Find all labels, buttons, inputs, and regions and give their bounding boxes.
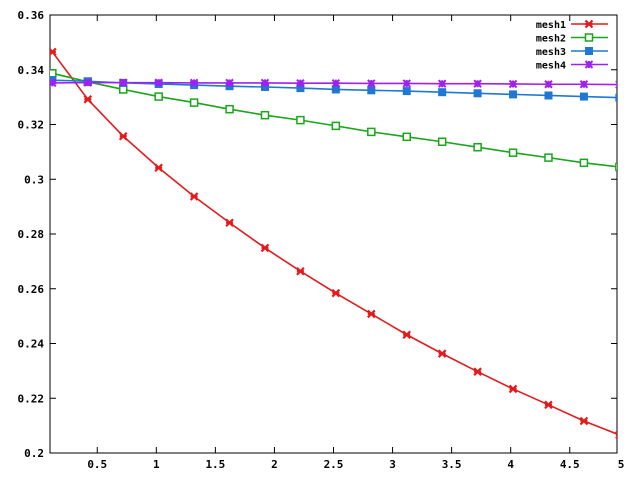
data-point — [331, 288, 341, 298]
y-tick-label: 0.34 — [18, 64, 45, 77]
data-point — [473, 367, 482, 376]
y-tick-label: 0.28 — [18, 228, 45, 241]
data-point — [509, 90, 518, 99]
data-point — [615, 162, 617, 172]
data-point — [50, 47, 57, 57]
series-mesh1 — [50, 47, 617, 440]
data-point — [189, 78, 199, 88]
data-point — [402, 330, 412, 340]
y-tick-label: 0.3 — [24, 173, 44, 186]
legend-label: mesh1 — [536, 20, 566, 31]
data-point — [83, 95, 93, 104]
x-tick-label: 1.5 — [205, 458, 225, 471]
x-tick-label: 3.5 — [442, 458, 462, 471]
legend-label: mesh2 — [536, 34, 566, 45]
data-point — [437, 349, 447, 358]
data-point — [579, 158, 589, 168]
series-line — [50, 81, 617, 86]
data-point — [579, 80, 589, 89]
data-point — [437, 137, 447, 146]
data-point — [367, 127, 376, 137]
y-tick-label: 0.22 — [18, 392, 45, 405]
data-point — [473, 89, 482, 98]
x-tick-label: 0.5 — [87, 458, 107, 471]
data-point — [367, 86, 376, 95]
legend-item: mesh3 — [536, 47, 608, 58]
data-point — [615, 430, 617, 440]
data-point — [260, 78, 270, 88]
x-tick-label: 3 — [389, 458, 396, 471]
data-point — [260, 110, 270, 120]
x-tick-label: 4.5 — [560, 458, 580, 471]
y-tick-label: 0.24 — [18, 338, 45, 351]
data-point — [118, 85, 128, 94]
series-line — [50, 48, 617, 435]
legend-marker — [584, 19, 594, 29]
data-point — [402, 87, 411, 96]
data-point — [508, 148, 518, 157]
data-point — [473, 79, 482, 88]
series-mesh4 — [50, 78, 617, 89]
data-point — [508, 384, 518, 394]
data-point — [189, 98, 199, 107]
data-point — [437, 79, 447, 88]
data-point — [83, 78, 93, 87]
y-tick-label: 0.32 — [18, 119, 45, 132]
data-point — [331, 78, 341, 88]
data-point — [119, 78, 128, 87]
data-point — [331, 121, 341, 131]
data-point — [154, 163, 163, 173]
data-point — [615, 80, 617, 89]
data-point — [508, 79, 518, 89]
series-mesh2 — [50, 69, 617, 172]
data-point — [544, 153, 553, 162]
y-tick-label: 0.26 — [18, 283, 45, 296]
legend-marker — [585, 47, 593, 55]
data-point — [118, 131, 128, 141]
data-point — [50, 78, 57, 88]
data-point — [189, 192, 199, 201]
series-line — [50, 71, 617, 168]
legend-label: mesh3 — [536, 47, 566, 58]
data-point — [544, 80, 553, 89]
y-tick-label: 0.36 — [18, 9, 45, 22]
legend: mesh1 mesh2 mesh3 mesh4 — [536, 19, 608, 72]
data-point — [225, 78, 234, 88]
data-point — [296, 266, 305, 276]
data-point — [225, 218, 234, 228]
x-tick-label: 1 — [153, 458, 160, 471]
legend-item: mesh4 — [536, 60, 608, 72]
legend-marker — [584, 33, 594, 42]
data-point — [438, 88, 447, 97]
legend-item: mesh2 — [536, 33, 608, 45]
legend-item: mesh1 — [536, 19, 608, 31]
data-point — [367, 79, 376, 88]
data-point — [615, 93, 617, 102]
data-point — [579, 92, 588, 101]
data-point — [296, 78, 305, 88]
data-point — [579, 416, 589, 426]
y-tick-label: 0.2 — [24, 447, 44, 460]
data-point — [473, 142, 482, 152]
legend-label: mesh4 — [536, 61, 566, 72]
x-tick-label: 5 — [618, 458, 625, 471]
data-point — [225, 104, 234, 114]
data-point — [154, 78, 163, 87]
data-point — [260, 243, 270, 253]
x-tick-label: 2.5 — [324, 458, 344, 471]
legend-marker — [584, 60, 594, 69]
data-point — [544, 400, 553, 410]
data-point — [296, 115, 305, 125]
data-point — [402, 132, 411, 142]
data-point — [154, 92, 163, 101]
x-tick-label: 4 — [507, 458, 514, 471]
data-point — [402, 79, 411, 88]
data-point — [544, 91, 553, 100]
x-tick-label: 2 — [271, 458, 278, 471]
data-point — [367, 309, 376, 319]
